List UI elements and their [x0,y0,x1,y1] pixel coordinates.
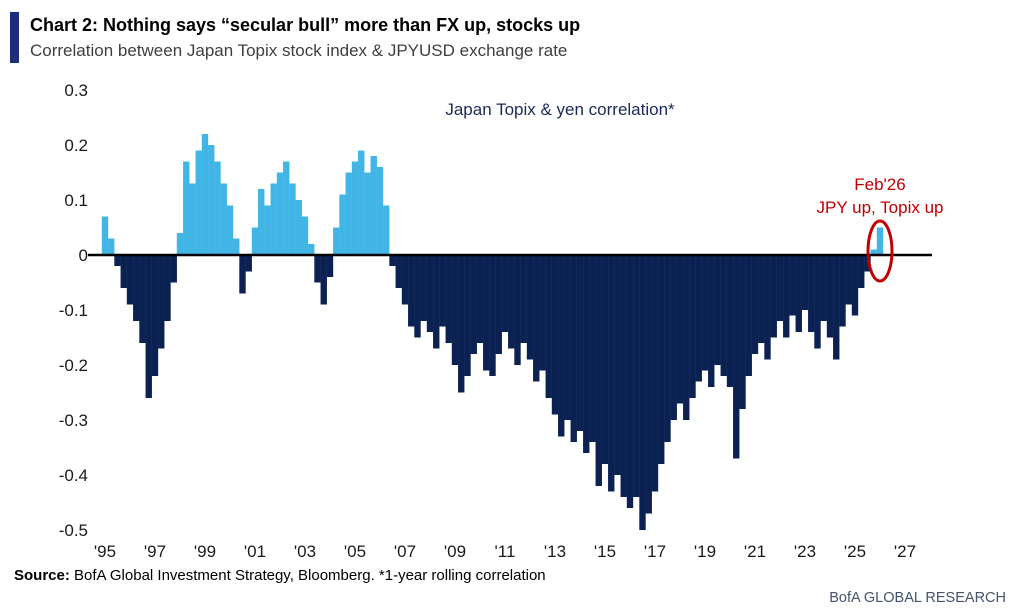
source-line: Source: BofA Global Investment Strategy,… [14,567,546,584]
correlation-bar-chart: 0.3 0.2 0.1 0 -0.1 -0.2 -0.3 -0.4 -0.5 '95 '97 '99… [59,81,944,561]
chart-header: Chart 2: Nothing says “secular bull” mor… [10,12,580,63]
svg-text:0.3: 0.3 [64,81,88,100]
svg-text:'05: '05 [344,542,366,561]
annotation-text: JPY up, Topix up [817,198,944,217]
svg-text:'25: '25 [844,542,866,561]
svg-text:0.1: 0.1 [64,191,88,210]
series-label: Japan Topix & yen correlation* [445,100,675,119]
svg-text:'11: '11 [495,542,516,561]
svg-text:'03: '03 [294,542,316,561]
chart-subtitle: Correlation between Japan Topix stock in… [30,41,568,60]
svg-text:'21: '21 [744,542,766,561]
svg-text:'15: '15 [594,542,616,561]
svg-text:-0.5: -0.5 [59,521,88,540]
svg-text:-0.2: -0.2 [59,356,88,375]
brand-row: BofA GLOBAL RESEARCH [829,590,1006,606]
svg-text:'07: '07 [394,542,416,561]
svg-text:-0.4: -0.4 [59,466,88,485]
svg-text:'09: '09 [444,542,466,561]
svg-text:'27: '27 [894,542,916,561]
svg-text:0: 0 [79,246,88,265]
highlight-circle [866,219,894,283]
source-label: Source: [14,567,70,584]
bar-series [101,134,884,530]
header-titles: Chart 2: Nothing says “secular bull” mor… [30,12,580,63]
chart-title: Chart 2: Nothing says “secular bull” mor… [30,15,581,35]
x-axis-labels: '95 '97 '99 '01 '03 '05 '07 '09 '11 '13 '15 '17 '19 '… [94,542,916,561]
svg-text:'23: '23 [794,542,816,561]
svg-text:0.2: 0.2 [64,136,88,155]
y-axis-labels: 0.3 0.2 0.1 0 -0.1 -0.2 -0.3 -0.4 -0.5 [59,81,88,540]
header-accent-bar [10,12,19,63]
brand-text: BofA GLOBAL RESEARCH [829,590,1006,606]
svg-text:-0.3: -0.3 [59,411,88,430]
annotation-date: Feb'26 [854,175,905,194]
svg-text:'95: '95 [94,542,116,561]
svg-text:'13: '13 [544,542,566,561]
svg-text:'99: '99 [194,542,216,561]
svg-text:'97: '97 [144,542,166,561]
source-text: BofA Global Investment Strategy, Bloombe… [69,567,546,584]
svg-text:'17: '17 [644,542,666,561]
svg-text:'19: '19 [694,542,716,561]
svg-text:'01: '01 [244,542,266,561]
svg-text:-0.1: -0.1 [59,301,88,320]
